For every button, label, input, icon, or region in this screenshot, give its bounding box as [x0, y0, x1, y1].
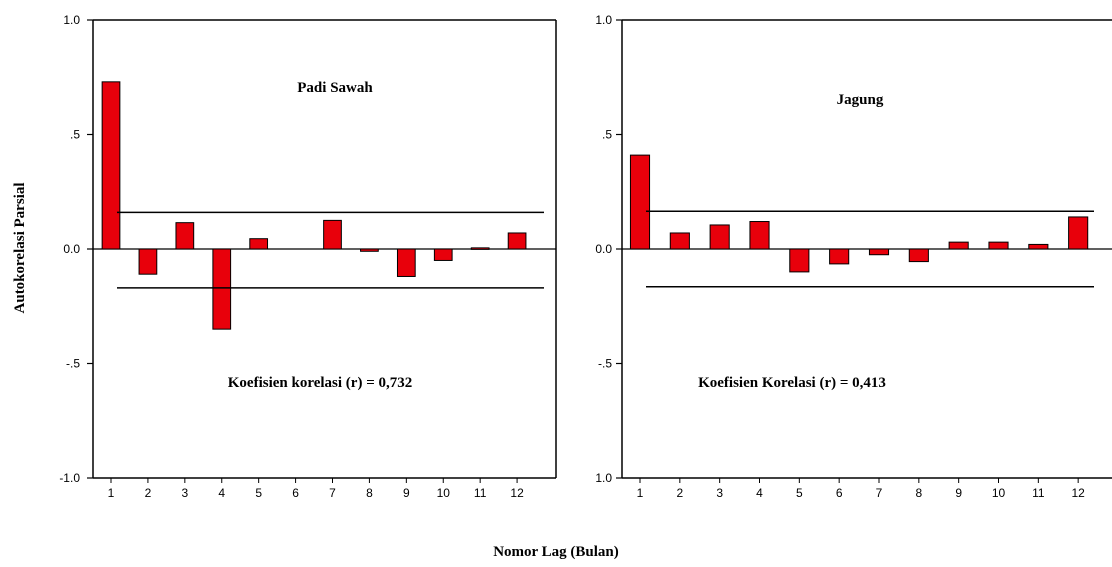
- x-tick-label: 12: [1071, 486, 1085, 500]
- pacf-bar: [629, 154, 651, 250]
- x-tick-label: 10: [992, 486, 1006, 500]
- x-tick-label: 2: [676, 486, 683, 500]
- x-tick-label: 1: [637, 486, 644, 500]
- x-tick-label: 9: [403, 486, 410, 500]
- y-tick-label: 1.0: [595, 13, 612, 27]
- x-tick-label: 7: [329, 486, 336, 500]
- x-tick-label: 2: [145, 486, 152, 500]
- pacf-bar: [470, 247, 490, 250]
- pacf-bar: [507, 232, 527, 250]
- y-tick-label: -1.0: [59, 471, 80, 485]
- pacf-bar: [988, 241, 1009, 250]
- pacf-bar: [323, 219, 342, 250]
- pacf-bar: [1068, 216, 1089, 250]
- y-tick-label: .5: [602, 128, 612, 142]
- pacf-bar: [249, 238, 269, 250]
- correlation-annotation: Koefisien Korelasi (r) = 0,413: [698, 375, 886, 391]
- pacf-bar: [948, 241, 969, 250]
- y-tick-label: 1.0: [595, 471, 612, 485]
- pacf-bar: [669, 232, 690, 250]
- x-tick-label: 3: [716, 486, 723, 500]
- y-tick-label: -.5: [598, 357, 612, 371]
- pacf-bar: [829, 248, 850, 265]
- x-tick-label: 11: [474, 486, 487, 500]
- pacf-bar: [396, 248, 416, 277]
- pacf-bar: [868, 248, 890, 256]
- x-tick-label: 4: [756, 486, 763, 500]
- x-tick-label: 8: [915, 486, 922, 500]
- x-tick-label: 11: [1032, 486, 1045, 500]
- x-tick-label: 9: [955, 486, 962, 500]
- x-tick-label: 6: [292, 486, 299, 500]
- x-tick-label: 8: [366, 486, 373, 500]
- y-axis-label: Autokorelasi Parsial: [12, 183, 28, 314]
- x-tick-label: 1: [108, 486, 115, 500]
- panel-title: Padi Sawah: [297, 80, 373, 96]
- pacf-bar: [789, 248, 810, 273]
- x-tick-label: 5: [255, 486, 262, 500]
- y-tick-label: 0.0: [63, 242, 80, 256]
- chart-panel-jagung: 1.0.50.0-.51.01 2 3 4 5 6 7 8 9 10 11 12JagungKoefi…: [595, 13, 1112, 500]
- y-tick-label: .5: [70, 128, 80, 142]
- pacf-bar: [433, 248, 453, 261]
- pacf-bar: [1028, 243, 1049, 250]
- x-tick-label: 3: [181, 486, 188, 500]
- pacf-bar: [175, 222, 195, 250]
- x-tick-label: 12: [510, 486, 524, 500]
- x-axis-label: Nomor Lag (Bulan): [493, 544, 619, 560]
- x-tick-label: 5: [796, 486, 803, 500]
- y-tick-label: 1.0: [63, 13, 80, 27]
- pacf-bar: [360, 248, 379, 252]
- x-tick-label: 4: [218, 486, 225, 500]
- pacf-bar: [709, 224, 730, 250]
- pacf-bar: [101, 81, 121, 250]
- x-tick-label: 10: [437, 486, 451, 500]
- y-tick-label: -.5: [66, 357, 80, 371]
- x-tick-label: 7: [876, 486, 883, 500]
- y-tick-label: 0.0: [595, 242, 612, 256]
- pacf-bar: [138, 248, 158, 275]
- panel-title: Jagung: [837, 92, 884, 108]
- x-tick-label: 6: [836, 486, 843, 500]
- pacf-bar: [749, 221, 770, 250]
- pacf-bar: [212, 248, 232, 330]
- correlation-annotation: Koefisien korelasi (r) = 0,732: [228, 375, 413, 391]
- pacf-bar: [908, 248, 929, 263]
